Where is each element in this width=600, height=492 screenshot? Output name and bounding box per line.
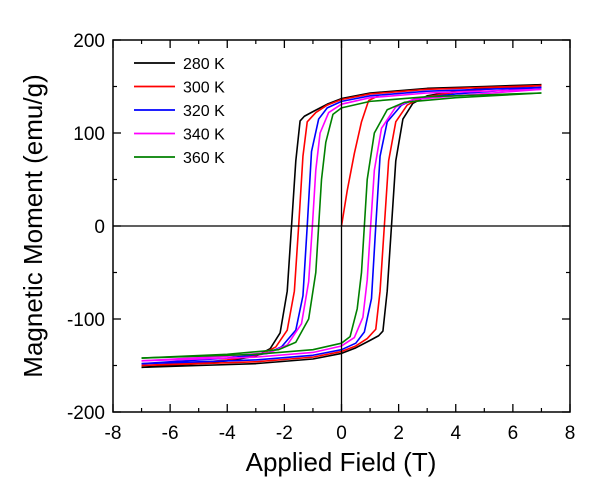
series-line-2-virgin xyxy=(340,95,379,227)
x-axis-title: Applied Field (T) xyxy=(246,447,437,477)
y-tick-label: -200 xyxy=(67,403,105,424)
legend-label-5: 360 K xyxy=(183,150,225,167)
series-line-5-ascending xyxy=(141,92,542,359)
y-tick-label: -100 xyxy=(67,310,105,331)
x-tick-label: 0 xyxy=(336,423,347,444)
y-tick-label: 200 xyxy=(73,31,105,52)
y-tick-label: 0 xyxy=(94,217,105,238)
x-tick-label: 6 xyxy=(508,423,519,444)
zero-lines xyxy=(113,40,570,412)
tick-layer: -8 -6 -4 -2 0 2 4 6 8 -200 -100 0 100 200 xyxy=(67,31,575,444)
x-tick-label: -2 xyxy=(276,423,293,444)
legend-label-3: 320 K xyxy=(183,103,225,120)
series-layer xyxy=(141,83,542,369)
y-tick-label: 100 xyxy=(73,124,105,145)
x-tick-label: -8 xyxy=(105,423,122,444)
legend-label-2: 300 K xyxy=(183,80,225,97)
series-line-5-descending xyxy=(141,92,542,359)
series-line-1-ascending xyxy=(141,83,542,369)
legend-label-4: 340 K xyxy=(183,127,225,144)
legend: 280 K 300 K 320 K 340 K 360 K xyxy=(134,56,225,167)
x-tick-label: 2 xyxy=(393,423,404,444)
x-tick-label: -6 xyxy=(162,423,179,444)
x-tick-label: 4 xyxy=(450,423,461,444)
x-tick-label: 8 xyxy=(565,423,576,444)
legend-label-1: 280 K xyxy=(183,56,225,73)
x-tick-label: -4 xyxy=(219,423,236,444)
y-axis-title: Magnetic Moment (emu/g) xyxy=(18,74,48,377)
